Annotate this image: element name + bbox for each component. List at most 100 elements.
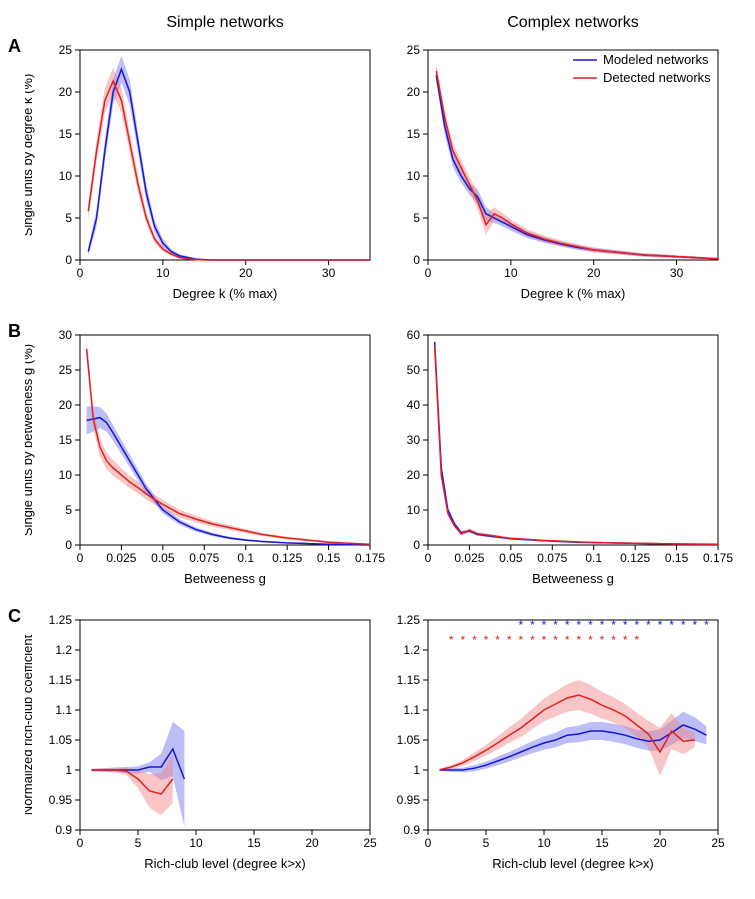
svg-text:25: 25 xyxy=(59,45,73,57)
row-label-A: A xyxy=(8,36,21,57)
svg-text:1.25: 1.25 xyxy=(49,615,73,627)
svg-text:1.2: 1.2 xyxy=(55,643,72,657)
sig-star-modeled: * xyxy=(634,618,639,632)
sig-star-modeled: * xyxy=(530,618,535,632)
svg-text:10: 10 xyxy=(189,836,203,850)
svg-text:15: 15 xyxy=(59,127,73,141)
svg-text:40: 40 xyxy=(407,398,421,412)
svg-text:0.175: 0.175 xyxy=(703,551,733,565)
legend-item-detected: Detected networks xyxy=(603,70,711,85)
sig-star-detected: * xyxy=(553,633,558,647)
panel-B_simple: 00.0250.050.0750.10.1250.150.17505101520… xyxy=(25,330,385,600)
svg-text:20: 20 xyxy=(653,836,667,850)
svg-text:Betweeness g: Betweeness g xyxy=(184,571,266,586)
sig-star-modeled: * xyxy=(669,618,674,632)
svg-text:0.025: 0.025 xyxy=(454,551,484,565)
sig-star-detected: * xyxy=(611,633,616,647)
svg-text:1.05: 1.05 xyxy=(397,733,421,747)
svg-text:10: 10 xyxy=(537,836,551,850)
sig-star-detected: * xyxy=(530,633,535,647)
svg-text:0.075: 0.075 xyxy=(189,551,219,565)
panel-A_complex: 01020300510152025Degree k (% max)Modeled… xyxy=(373,45,733,315)
row-label-B: B xyxy=(8,321,21,342)
series-detected xyxy=(436,71,718,259)
svg-text:Degree k (% max): Degree k (% max) xyxy=(521,286,626,301)
svg-text:1.15: 1.15 xyxy=(397,673,421,687)
svg-text:0: 0 xyxy=(425,551,432,565)
svg-text:1.1: 1.1 xyxy=(403,703,420,717)
row-label-C: C xyxy=(8,606,21,627)
svg-text:15: 15 xyxy=(59,433,73,447)
sig-star-modeled: * xyxy=(588,618,593,632)
svg-text:0: 0 xyxy=(77,551,84,565)
col-title-simple: Simple networks xyxy=(145,14,305,32)
svg-text:1: 1 xyxy=(413,763,420,777)
svg-text:15: 15 xyxy=(595,836,609,850)
series-modeled xyxy=(436,75,718,259)
sig-star-modeled: * xyxy=(646,618,651,632)
sig-star-modeled: * xyxy=(692,618,697,632)
svg-text:10: 10 xyxy=(59,468,73,482)
svg-text:0: 0 xyxy=(65,538,72,552)
svg-text:10: 10 xyxy=(407,169,421,183)
sig-star-detected: * xyxy=(634,633,639,647)
svg-text:20: 20 xyxy=(59,398,73,412)
sig-star-detected: * xyxy=(472,633,477,647)
svg-text:0.05: 0.05 xyxy=(151,551,175,565)
svg-text:5: 5 xyxy=(65,211,72,225)
panel-C_simple: 05101520250.90.9511.051.11.151.21.25Rich… xyxy=(25,615,385,885)
sig-star-detected: * xyxy=(460,633,465,647)
svg-text:1.2: 1.2 xyxy=(403,643,420,657)
sig-star-detected: * xyxy=(449,633,454,647)
sig-star-detected: * xyxy=(623,633,628,647)
sig-star-modeled: * xyxy=(704,618,709,632)
svg-text:0: 0 xyxy=(413,538,420,552)
svg-text:50: 50 xyxy=(407,363,421,377)
svg-text:10: 10 xyxy=(59,169,73,183)
sig-star-modeled: * xyxy=(565,618,570,632)
sig-star-detected: * xyxy=(495,633,500,647)
svg-text:25: 25 xyxy=(407,45,421,57)
panel-B_complex: 00.0250.050.0750.10.1250.150.17501020304… xyxy=(373,330,733,600)
svg-text:10: 10 xyxy=(504,266,518,280)
sig-star-modeled: * xyxy=(623,618,628,632)
svg-text:0.125: 0.125 xyxy=(620,551,650,565)
svg-text:0.125: 0.125 xyxy=(272,551,302,565)
svg-text:0: 0 xyxy=(425,836,432,850)
svg-text:1.05: 1.05 xyxy=(49,733,73,747)
panel-C_complex: 05101520250.90.9511.051.11.151.21.25Rich… xyxy=(373,615,733,885)
svg-text:25: 25 xyxy=(711,836,725,850)
svg-text:0.95: 0.95 xyxy=(397,793,421,807)
sig-star-detected: * xyxy=(600,633,605,647)
sig-star-modeled: * xyxy=(518,618,523,632)
sig-star-detected: * xyxy=(507,633,512,647)
col-title-complex: Complex networks xyxy=(493,14,653,32)
svg-text:0.9: 0.9 xyxy=(55,823,72,837)
svg-text:Single units by betweeness g (: Single units by betweeness g (%) xyxy=(25,344,35,536)
svg-text:1.15: 1.15 xyxy=(49,673,73,687)
sig-star-modeled: * xyxy=(542,618,547,632)
svg-text:Single units by degree k (%): Single units by degree k (%) xyxy=(25,74,35,237)
svg-text:0.95: 0.95 xyxy=(49,793,73,807)
svg-text:20: 20 xyxy=(587,266,601,280)
svg-text:20: 20 xyxy=(407,468,421,482)
svg-text:Normalized rich-club coefficie: Normalized rich-club coefficient xyxy=(25,634,35,815)
sig-star-modeled: * xyxy=(658,618,663,632)
svg-text:20: 20 xyxy=(59,85,73,99)
sig-star-detected: * xyxy=(588,633,593,647)
panel-A_simple: 01020300510152025Degree k (% max)Single … xyxy=(25,45,385,315)
svg-text:0.075: 0.075 xyxy=(537,551,567,565)
svg-text:10: 10 xyxy=(407,503,421,517)
sig-star-detected: * xyxy=(484,633,489,647)
svg-text:60: 60 xyxy=(407,330,421,342)
svg-text:0.05: 0.05 xyxy=(499,551,523,565)
series-detected xyxy=(435,346,718,545)
sig-star-detected: * xyxy=(542,633,547,647)
svg-text:Rich-club level (degree k>x): Rich-club level (degree k>x) xyxy=(144,856,305,871)
svg-text:0.025: 0.025 xyxy=(106,551,136,565)
svg-text:0: 0 xyxy=(413,253,420,267)
svg-text:Rich-club level (degree k>x): Rich-club level (degree k>x) xyxy=(492,856,653,871)
svg-text:20: 20 xyxy=(305,836,319,850)
sig-star-modeled: * xyxy=(576,618,581,632)
svg-text:5: 5 xyxy=(413,211,420,225)
